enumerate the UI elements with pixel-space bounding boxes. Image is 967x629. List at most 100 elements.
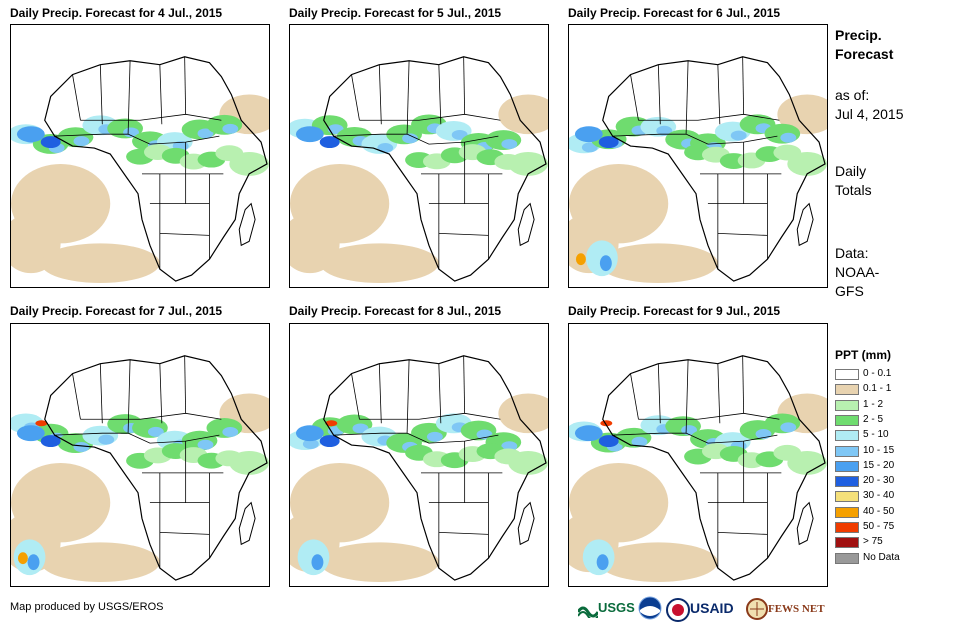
country-border [438,64,442,125]
precip-area [599,255,612,272]
precip-area [681,425,698,436]
country-border [630,74,639,121]
legend-label: 1 - 2 [863,398,884,410]
precip-area [777,94,827,135]
precip-area [40,136,61,149]
precip-area [98,434,115,445]
country-border [72,373,81,420]
legend-label: 20 - 30 [863,475,895,487]
legend-swatch [835,445,859,457]
precip-area [319,435,340,448]
legend-swatch [835,522,859,533]
precip-area [123,127,140,138]
legend-swatch [835,414,859,426]
precip-area [787,152,827,176]
precip-area [596,554,609,571]
precip-area [780,132,797,143]
noaa-emblem-icon [638,596,662,620]
africa-map [569,56,827,284]
info-asof-date: Jul 4, 2015 [835,106,904,122]
precip-area [40,542,160,583]
country-border [159,233,210,236]
fewsnet-logo-text: FEWS NET [768,603,825,615]
info-title: Precip. Forecast [835,26,893,64]
country-border [127,432,220,444]
country-border [99,363,103,424]
precip-area [229,451,269,475]
country-border [406,60,410,135]
panel-title-6: Daily Precip. Forecast for 9 Jul., 2015 [568,304,781,318]
info-totals-line2: Totals [835,182,872,198]
country-border [159,363,163,424]
info-data-line3: GFS [835,283,864,299]
country-border [685,432,778,444]
madagascar-outline [517,501,535,546]
map-credit: Map produced by USGS/EROS [10,601,164,613]
precip-area [27,554,40,571]
legend-swatch [835,430,859,442]
legend-swatch [835,491,859,503]
country-border [463,56,466,115]
africa-map [11,56,269,284]
country-border [630,373,639,420]
precip-area [295,425,324,442]
legend-label: 10 - 15 [863,444,895,456]
legend-label: 0.1 - 1 [863,383,892,395]
precip-area [147,426,164,437]
legend-label: 15 - 20 [863,459,895,471]
info-asof: as of: Jul 4, 2015 [835,86,904,124]
usaid-logo-text: USAID [690,600,734,616]
precip-area [197,439,214,450]
legend-swatch [835,460,859,472]
precip-area [377,143,394,153]
country-border [717,64,721,125]
info-data-line1: Data: [835,245,869,261]
legend-label: 5 - 10 [863,429,889,441]
country-border [717,233,768,236]
country-border [717,532,768,535]
precip-area [598,136,619,149]
forecast-map-3 [568,24,828,288]
panel-title-4: Daily Precip. Forecast for 7 Jul., 2015 [10,304,223,318]
country-border [438,532,489,535]
madagascar-outline [796,501,814,546]
forecast-map-6 [568,323,828,587]
country-border [657,363,661,424]
country-border [99,64,103,125]
country-border [80,113,222,121]
legend-swatch [835,552,859,564]
usaid-logo: USAID [666,595,744,622]
precip-area [598,243,718,284]
precip-area [508,152,548,176]
info-data-line2: NOAA- [835,264,880,280]
country-border [742,355,745,414]
africa-outline [44,355,268,581]
country-border [351,74,360,121]
precip-area [222,426,239,437]
precip-area [501,441,518,452]
forecast-map-4 [10,323,270,587]
country-border [685,60,689,135]
legend-title: PPT (mm) [835,348,892,362]
precip-area [598,435,619,448]
forecast-map-1 [10,24,270,288]
precip-area [319,243,439,284]
country-border [438,363,442,424]
precip-area [631,436,648,447]
info-totals-line1: Daily [835,163,867,179]
precip-area [40,435,61,448]
precip-area [16,425,45,442]
precip-area [352,423,369,434]
precip-area [581,142,598,153]
precip-area [730,130,747,141]
precip-area [17,552,28,565]
panel-title-3: Daily Precip. Forecast for 6 Jul., 2015 [568,6,781,20]
usaid-seal-icon [666,597,690,622]
legend-label: 2 - 5 [863,413,884,425]
info-title-line2: Forecast [835,46,894,62]
info-title-line1: Precip. [835,27,882,43]
precip-area [302,439,319,449]
country-border [463,355,466,414]
country-border [612,133,687,137]
country-border [359,412,501,420]
